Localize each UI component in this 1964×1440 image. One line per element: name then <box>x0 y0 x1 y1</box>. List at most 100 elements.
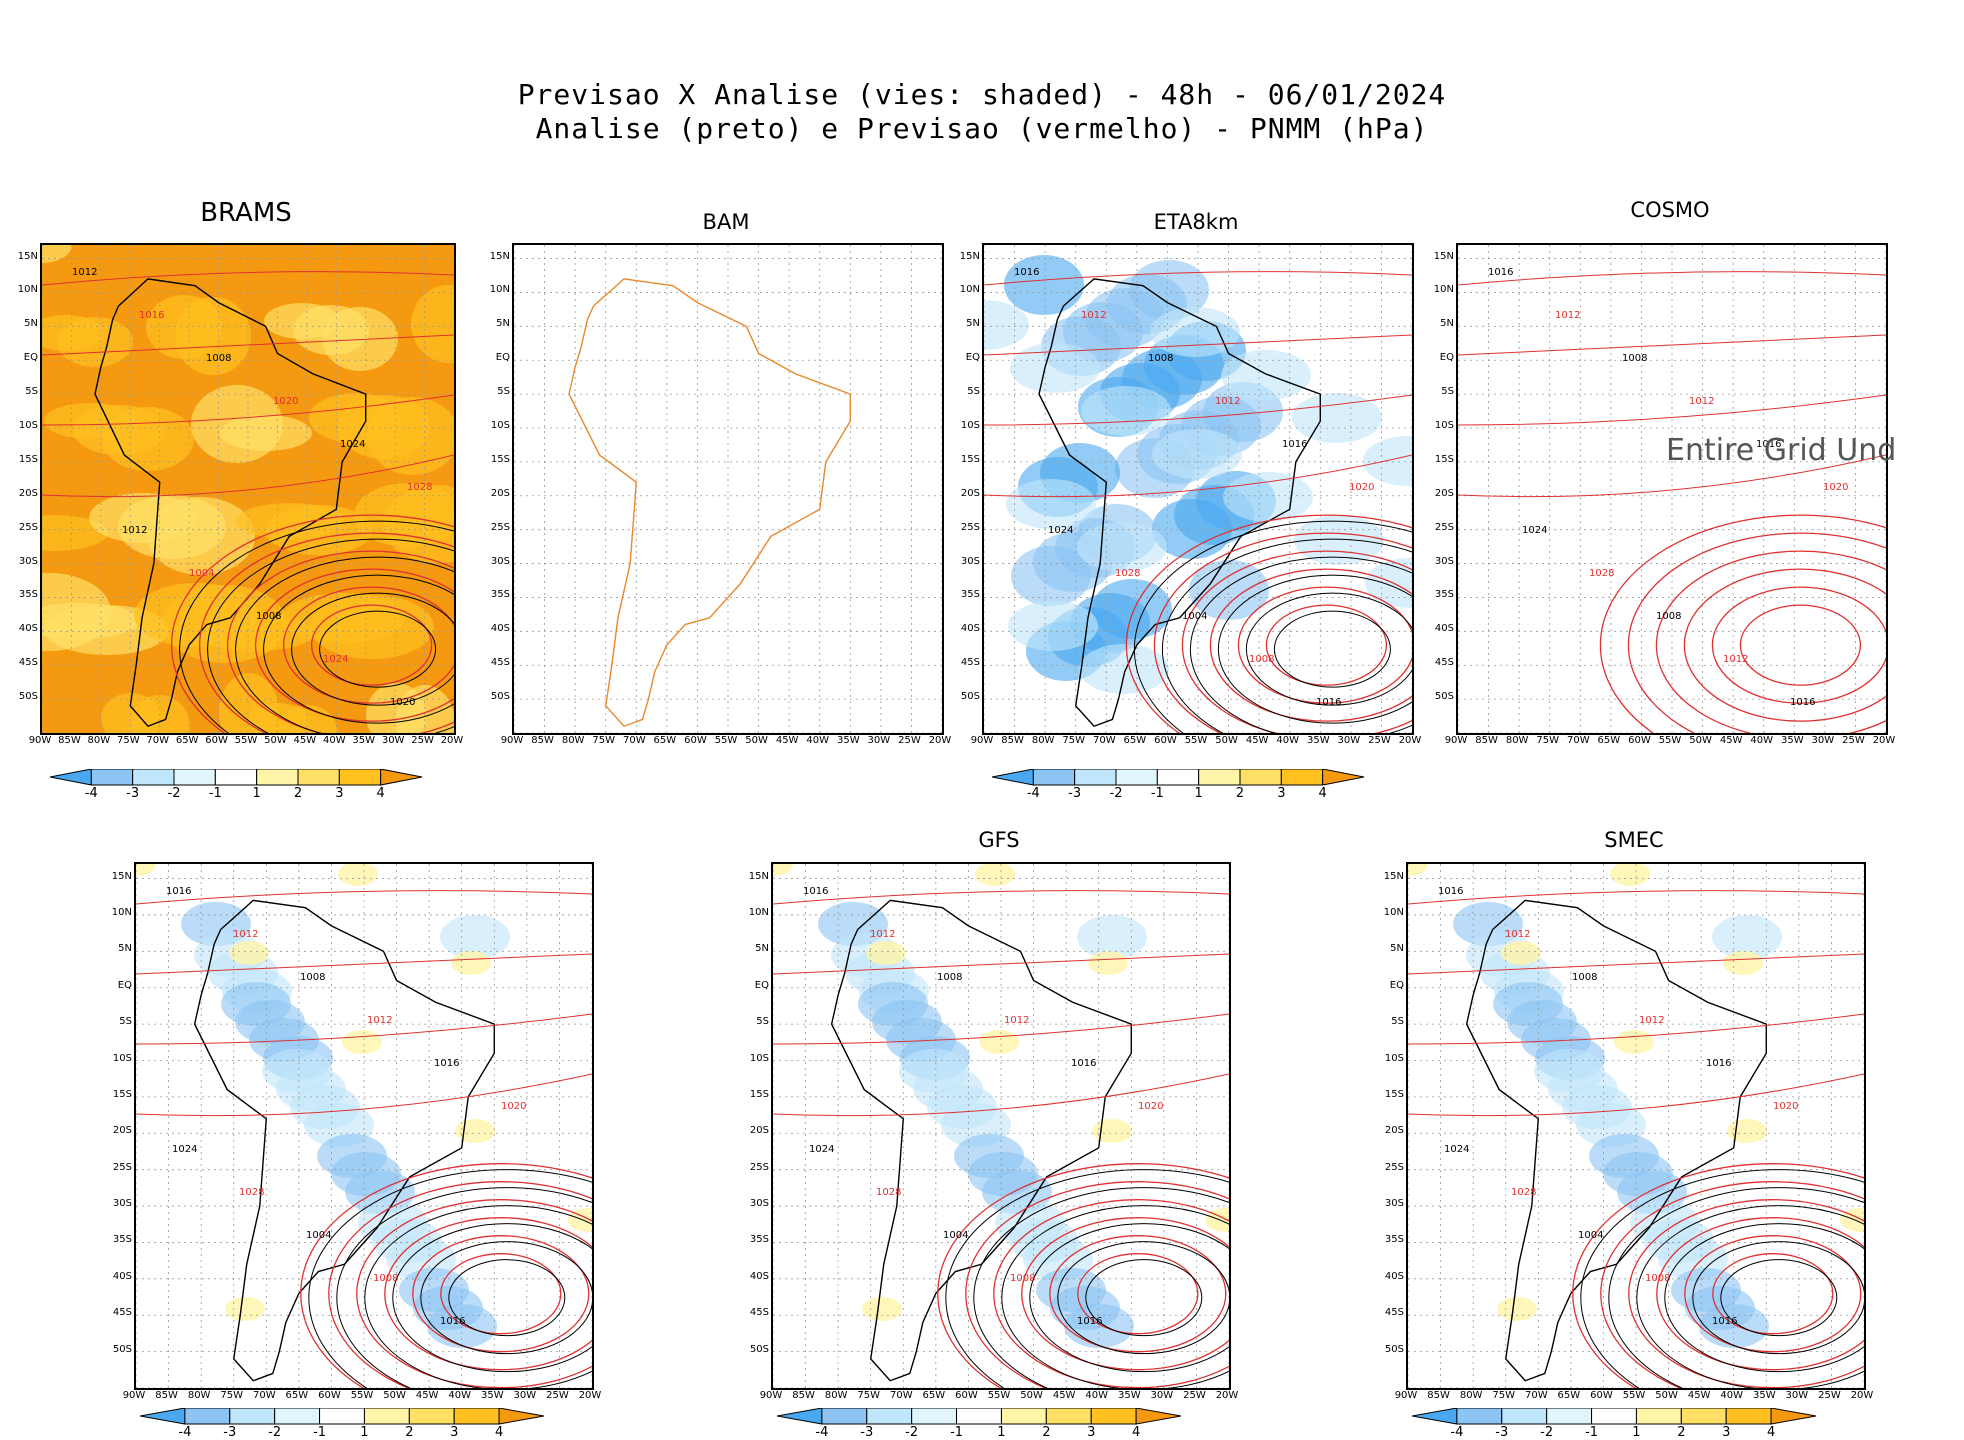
lon-tick-label: 25W <box>1818 1390 1841 1401</box>
bias-blob <box>773 864 793 876</box>
isobar-analysis <box>1133 520 1412 733</box>
lat-tick-label: 30S <box>490 555 510 567</box>
isobar-analysis <box>319 610 437 688</box>
colorbar-segment <box>1074 769 1117 786</box>
lon-tick-label: 60W <box>205 735 228 746</box>
isobar-analysis <box>1608 1187 1864 1388</box>
colorbar-segment <box>498 1408 545 1425</box>
lat-tick-label: 5S <box>1441 386 1454 398</box>
bias-blob <box>451 951 491 975</box>
colorbar-panel5 <box>140 1408 545 1425</box>
lon-tick-label: 65W <box>285 1390 309 1401</box>
isobar-label: 1012 <box>1215 396 1240 407</box>
lat-tick-label: 15N <box>489 250 510 262</box>
lon-tick-label: 65W <box>1123 735 1147 746</box>
lat-tick-label: 10S <box>1434 420 1454 431</box>
isobar-forecast <box>937 1163 1229 1388</box>
bias-blob <box>146 295 222 359</box>
lon-tick-label: 80W <box>561 735 585 746</box>
lon-tick-label: 45W <box>1719 735 1743 746</box>
colorbar-segment <box>1115 769 1158 786</box>
isobar-analysis <box>392 1223 592 1373</box>
lat-tick-label: 20S <box>749 1125 769 1137</box>
lat-tick-label: 45S <box>18 657 38 669</box>
isobar-label: 1028 <box>407 482 432 493</box>
isobar-label: 1008 <box>206 353 231 364</box>
lat-tick-label: 20S <box>490 487 510 499</box>
colorbar-segment <box>297 769 340 786</box>
isobar-label: 1012 <box>1639 1015 1664 1026</box>
lat-tick-label: 10S <box>112 1052 132 1064</box>
colorbar-segment <box>1135 1408 1182 1425</box>
colorbar-label: -2 <box>1540 1425 1554 1440</box>
colorbar-label: 4 <box>376 786 385 801</box>
coastline <box>568 278 851 728</box>
lat-tick-label: 10S <box>960 420 980 431</box>
lat-tick-label: EQ <box>1389 979 1404 991</box>
lon-tick-label: 45W <box>1687 1390 1711 1401</box>
bias-blob <box>44 403 136 439</box>
isobar-label: 1012 <box>1081 310 1106 321</box>
lon-tick-label: 20W <box>1215 1390 1239 1401</box>
lon-tick-label: 40W <box>1276 735 1300 746</box>
isobar-forecast <box>1237 586 1412 704</box>
isobar-label: 1016 <box>166 886 191 897</box>
colorbar-label: 3 <box>335 786 344 801</box>
colorbar-label: 2 <box>405 1425 414 1440</box>
bias-blob <box>1006 479 1096 529</box>
lat-tick-label: 50S <box>960 691 980 703</box>
lat-tick-label: 50S <box>112 1343 132 1355</box>
lon-tick-label: 55W <box>1184 735 1208 746</box>
isobar-label: 1024 <box>1444 1144 1469 1155</box>
lon-tick-label: 85W <box>155 1390 178 1401</box>
map-panel-smec: 1016 1012 1008 1012 1016 1020 1024 1028 1004 1008… <box>1406 862 1866 1390</box>
lon-tick-label: 50W <box>1020 1390 1043 1401</box>
colorbar-label: 3 <box>1087 1425 1096 1440</box>
isobar-forecast <box>136 953 592 975</box>
map-panel-cosmo: 1016 1012 1008 1012 1016 1020 1024 1028 1008 1012… <box>1456 243 1888 735</box>
lon-tick-label: 80W <box>824 1390 848 1401</box>
bias-blob <box>1610 864 1650 886</box>
lon-tick-label: 40W <box>448 1390 472 1401</box>
lon-tick-label: 20W <box>1850 1390 1874 1401</box>
lon-tick-label: 30W <box>1811 735 1835 746</box>
lat-tick-label: 5N <box>496 318 510 330</box>
lat-tick-label: 30S <box>960 555 980 567</box>
bias-blob <box>1077 915 1147 959</box>
lon-tick-label: 30W <box>1150 1390 1174 1401</box>
colorbar-label: -2 <box>268 1425 282 1440</box>
bias-blob <box>262 1049 332 1093</box>
colorbar-label: 2 <box>1042 1425 1051 1440</box>
panel-title-smec: SMEC <box>1604 828 1664 852</box>
lon-tick-label: 75W <box>1536 735 1560 746</box>
isobar-forecast <box>199 532 454 733</box>
isobar-label: 1016 <box>1316 697 1341 708</box>
bias-blob <box>89 493 197 543</box>
isobar-analysis <box>1720 1259 1838 1337</box>
isobar-label: 1012 <box>1689 396 1714 407</box>
isobar-label: 1012 <box>367 1015 392 1026</box>
lon-tick-label: 25W <box>546 1390 569 1401</box>
lon-tick-label: 90W <box>122 1390 146 1401</box>
lon-tick-label: 40W <box>1720 1390 1744 1401</box>
lat-tick-label: 10N <box>17 284 38 296</box>
lat-tick-label: 25S <box>1434 521 1454 533</box>
colorbar-label: 4 <box>494 1425 504 1440</box>
isobar-label: 1016 <box>1071 1058 1096 1069</box>
bias-blob <box>1589 1134 1659 1178</box>
map-svg-bam <box>514 245 942 733</box>
colorbar-segment <box>1045 1408 1092 1425</box>
isobar-label: 1016 <box>1438 886 1463 897</box>
lon-tick-label: 80W <box>1505 735 1529 746</box>
lat-tick-label: EQ <box>495 352 510 364</box>
isobar-label: 1008 <box>1645 1273 1670 1284</box>
bias-blob <box>979 1030 1019 1054</box>
isobar-forecast <box>993 1199 1229 1388</box>
bias-blob <box>354 483 454 547</box>
lon-tick-label: 60W <box>1628 735 1651 746</box>
lon-tick-label: 70W <box>622 735 646 746</box>
colorbar-segment <box>1322 769 1365 786</box>
lon-tick-label: 50W <box>1655 1390 1678 1401</box>
bias-blob <box>975 864 1015 886</box>
colorbar-label: 3 <box>1277 786 1286 801</box>
